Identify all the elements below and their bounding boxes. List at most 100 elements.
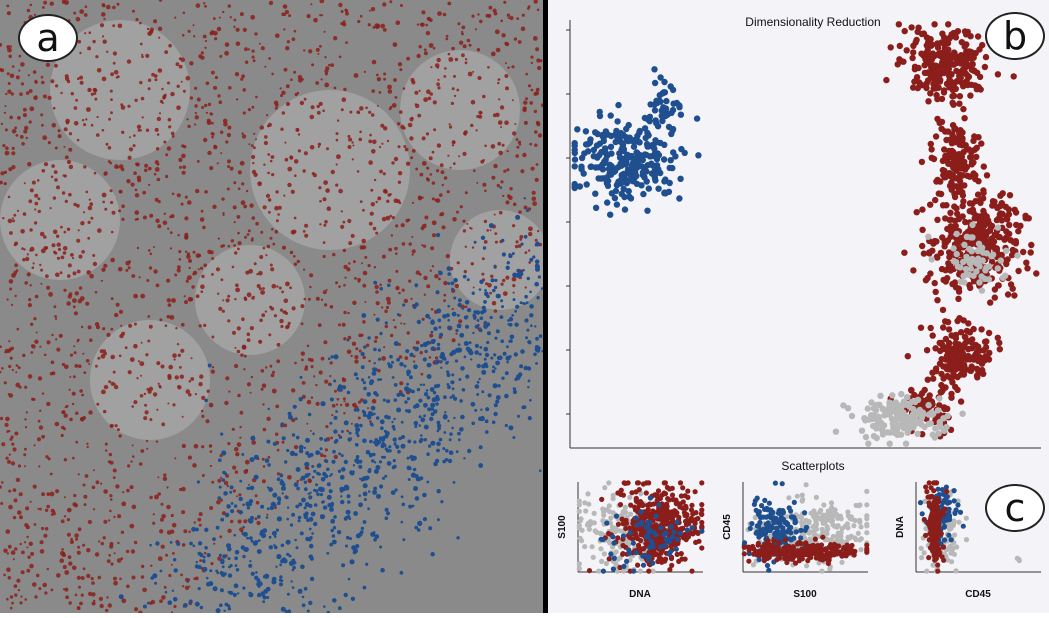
tumor-cell: [290, 251, 293, 254]
tumor-cell: [15, 371, 17, 373]
tumor-cell: [8, 340, 10, 342]
tumor-cell: [119, 578, 122, 581]
tumor-cell: [297, 480, 300, 483]
tumor-cell: [219, 55, 222, 58]
immune-cell: [508, 355, 511, 358]
tumor-cell: [429, 18, 433, 22]
tumor-cell: [276, 359, 280, 363]
tumor-cell: [117, 514, 121, 518]
tumor-cell: [447, 155, 449, 157]
tumor-cell: [106, 5, 111, 10]
tumor-cell: [56, 185, 60, 189]
scatter-point: [644, 141, 650, 147]
tumor-cell: [202, 226, 206, 230]
immune-cell: [234, 556, 238, 560]
tumor-cell: [82, 119, 84, 121]
tumor-cell: [72, 457, 75, 460]
tumor-cell: [470, 228, 472, 230]
immune-cell: [206, 577, 209, 580]
tumor-cell: [127, 464, 130, 467]
tumor-cell: [170, 247, 172, 249]
scatter-point: [627, 495, 632, 500]
tumor-cell: [113, 469, 117, 473]
immune-cell: [366, 415, 369, 418]
scatter-s100-vs-dna[interactable]: DNA S100: [557, 480, 704, 600]
immune-cell: [423, 343, 426, 346]
tumor-cell: [453, 75, 456, 78]
tumor-cell: [375, 285, 379, 289]
tumor-cell: [152, 522, 155, 525]
scatter-point: [964, 356, 970, 362]
immune-cell: [367, 336, 370, 339]
tumor-cell: [11, 151, 15, 155]
tumor-cell: [41, 492, 45, 496]
scatter-point: [1028, 249, 1034, 255]
tissue-image-panel[interactable]: a: [0, 0, 543, 613]
tissue-image[interactable]: [0, 0, 543, 613]
tumor-cell: [100, 483, 102, 485]
tumor-cell: [437, 86, 440, 89]
scatter-point: [928, 325, 934, 331]
tumor-cell: [141, 342, 143, 344]
scatter-point: [913, 37, 919, 43]
tumor-cell: [0, 502, 3, 505]
tumor-cell: [380, 24, 385, 29]
immune-cell: [451, 281, 455, 285]
tumor-cell: [352, 158, 354, 160]
tumor-cell: [280, 94, 283, 97]
immune-cell: [316, 472, 320, 476]
tumor-cell: [307, 14, 311, 18]
tumor-cell: [167, 146, 172, 151]
immune-cell: [378, 349, 381, 352]
tumor-cell: [73, 345, 75, 347]
tumor-cell: [56, 573, 61, 578]
tumor-cell: [482, 159, 485, 162]
tumor-cell: [211, 370, 215, 374]
tumor-cell: [432, 233, 436, 237]
immune-cell: [241, 453, 244, 456]
dimensionality-reduction-plot[interactable]: Dimensionality Reduction: [566, 15, 1041, 448]
tumor-cell: [40, 283, 42, 285]
tumor-cell: [516, 138, 519, 141]
tumor-cell: [287, 475, 292, 480]
tumor-cell: [371, 7, 375, 11]
tumor-cell: [211, 113, 213, 115]
tumor-cell: [140, 43, 143, 46]
tumor-cell: [84, 503, 87, 506]
tumor-cell: [232, 428, 235, 431]
tumor-cell: [501, 33, 505, 37]
tumor-cell: [216, 267, 220, 271]
immune-cell: [285, 496, 289, 500]
immune-cell: [197, 480, 200, 483]
scatter-point: [647, 101, 653, 107]
tumor-cell: [51, 334, 53, 336]
tumor-cell: [383, 78, 386, 81]
tumor-cell: [250, 392, 252, 394]
immune-cell: [479, 445, 483, 449]
scatter-point: [578, 516, 583, 521]
scatter-point: [954, 251, 960, 257]
tumor-cell: [420, 351, 423, 354]
tumor-cell: [85, 118, 87, 120]
tumor-cell: [102, 327, 105, 330]
tumor-cell: [114, 385, 118, 389]
tumor-cell: [165, 324, 168, 327]
tumor-cell: [340, 404, 342, 406]
immune-cell: [341, 563, 345, 567]
tumor-cell: [9, 348, 12, 351]
tumor-cell: [423, 276, 427, 280]
tumor-cell: [475, 28, 477, 30]
immune-cell: [150, 576, 154, 580]
tumor-cell: [73, 12, 76, 15]
tumor-cell: [194, 87, 197, 90]
scatter-point: [577, 502, 582, 507]
tumor-cell: [181, 203, 184, 206]
tumor-cell: [12, 219, 15, 222]
scatter-point: [940, 202, 946, 208]
tumor-cell: [351, 234, 355, 238]
tumor-cell: [477, 76, 481, 80]
immune-cell: [512, 436, 515, 439]
tumor-cell: [303, 169, 306, 172]
immune-cell: [430, 403, 435, 408]
tumor-cell: [154, 495, 159, 500]
